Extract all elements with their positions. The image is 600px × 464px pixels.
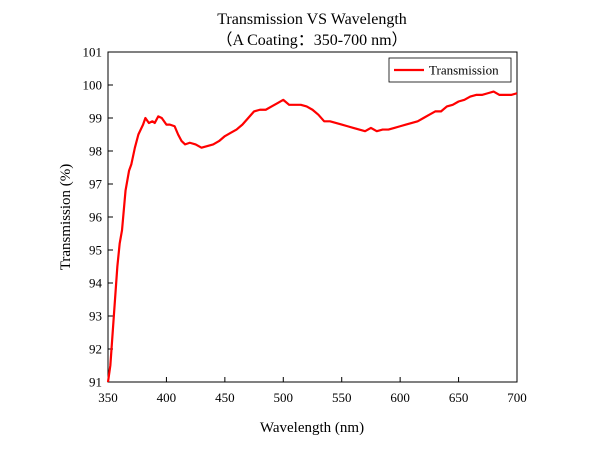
legend-label: Transmission <box>429 63 499 78</box>
x-tick-label: 650 <box>449 390 469 405</box>
y-tick-label: 93 <box>89 309 102 324</box>
chart-title: Transmission VS Wavelength <box>217 11 407 28</box>
x-tick-label: 550 <box>332 390 352 405</box>
y-tick-label: 95 <box>89 243 102 258</box>
x-tick-label: 500 <box>274 390 294 405</box>
x-tick-label: 600 <box>390 390 410 405</box>
data-line <box>106 90 518 383</box>
y-tick-label: 92 <box>89 342 102 357</box>
y-tick-label: 101 <box>83 45 103 60</box>
x-axis-title: Wavelength (nm) <box>260 420 364 436</box>
plot-frame <box>107 51 518 383</box>
x-tick-label: 450 <box>215 390 235 405</box>
y-tick-label: 91 <box>89 375 102 390</box>
y-tick-label: 98 <box>89 144 102 159</box>
y-tick-label: 96 <box>89 210 103 225</box>
y-tick-label: 100 <box>83 78 103 93</box>
y-axis-title: Transmission (%) <box>58 164 74 271</box>
chart-subtitle: （A Coating：350-700 nm） <box>216 31 407 49</box>
y-tick-label: 94 <box>89 276 103 291</box>
y-tick-label: 99 <box>89 111 102 126</box>
x-tick-label: 350 <box>98 390 118 405</box>
y-tick-label: 97 <box>89 177 103 192</box>
x-tick-label: 400 <box>157 390 177 405</box>
x-tick-label: 700 <box>507 390 527 405</box>
